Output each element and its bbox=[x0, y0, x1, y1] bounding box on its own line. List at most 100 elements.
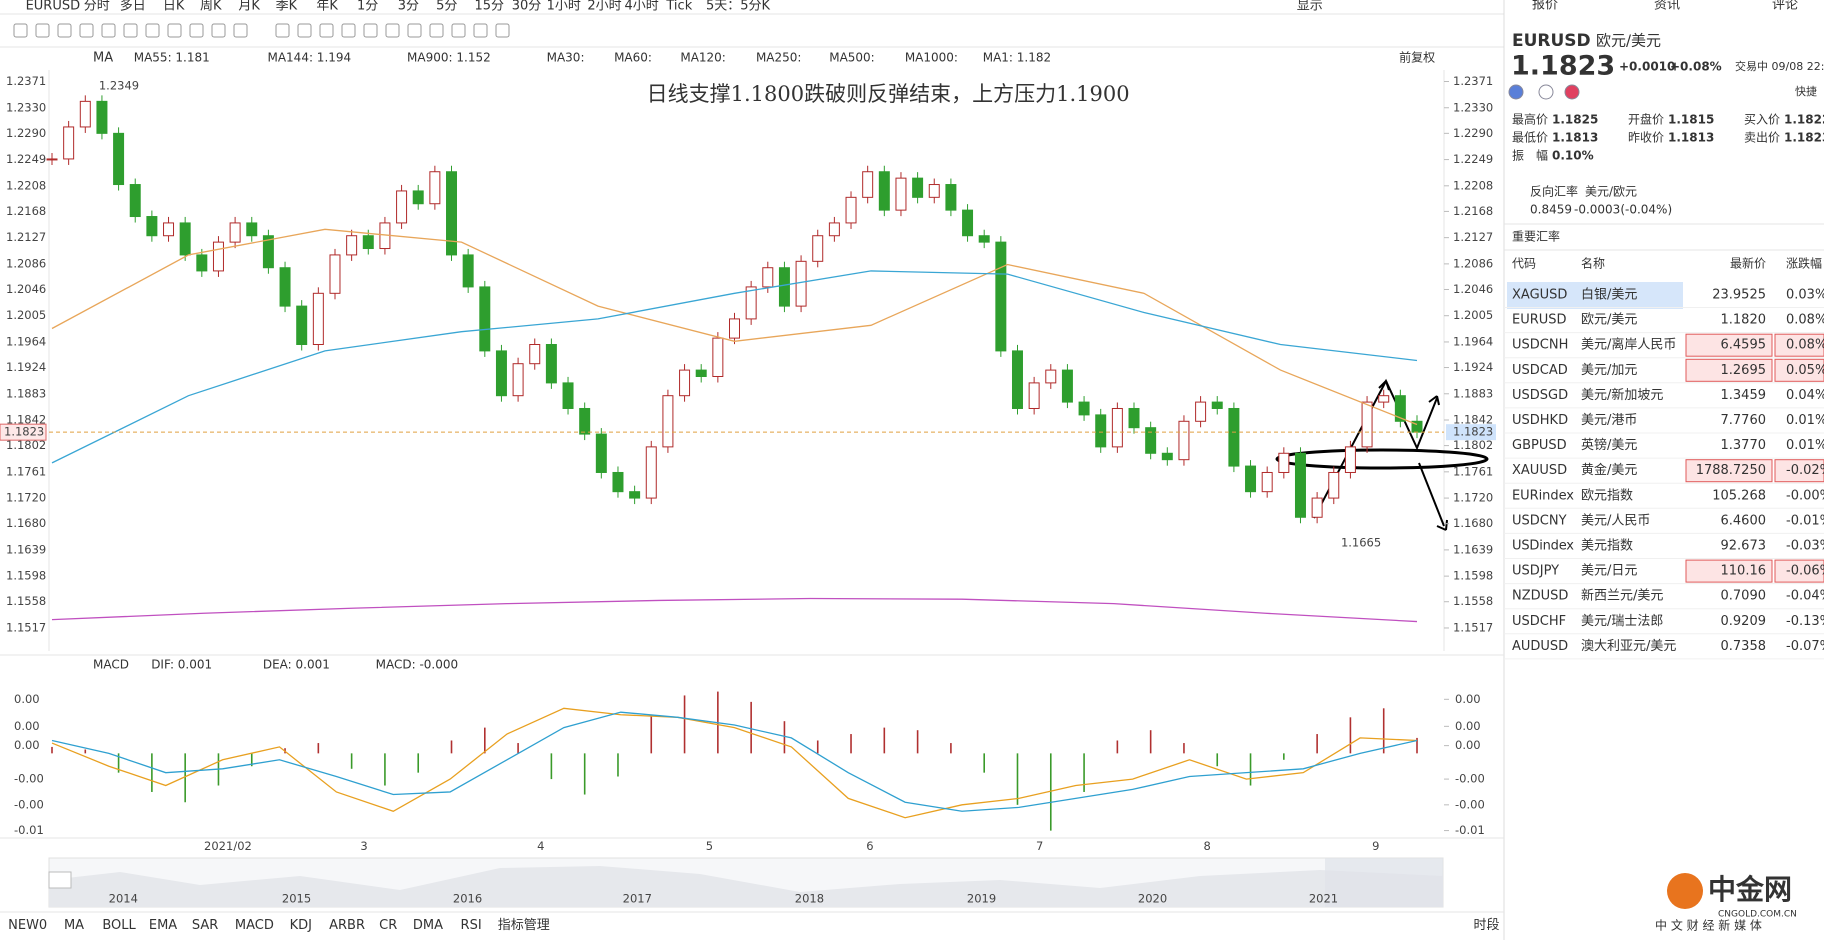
rate-code: USDSGD bbox=[1512, 388, 1568, 403]
tool-icon[interactable] bbox=[297, 23, 312, 38]
navigator-handle[interactable] bbox=[48, 871, 72, 889]
quote-name: 欧元/美元 bbox=[1596, 32, 1661, 50]
panel-tab[interactable]: 评论 bbox=[1772, 0, 1798, 13]
share-icon[interactable] bbox=[1538, 84, 1554, 100]
period-tab[interactable]: EURUSD bbox=[26, 0, 81, 14]
tool-icon[interactable] bbox=[319, 23, 334, 38]
rate-code: EURUSD bbox=[1512, 313, 1567, 328]
period-tab[interactable]: 3分 bbox=[398, 0, 419, 14]
period-tab[interactable]: Tick bbox=[665, 0, 692, 14]
indicator-tab[interactable]: MA bbox=[64, 918, 84, 933]
tool-icon[interactable] bbox=[13, 23, 28, 38]
indicator-tab[interactable]: NEW0 bbox=[8, 918, 47, 933]
stat-label: 最高价 bbox=[1512, 112, 1548, 127]
candle bbox=[1211, 401, 1223, 409]
stat-value: 1.1822 bbox=[1784, 113, 1824, 127]
y-tick-label: 1.1517 bbox=[6, 620, 46, 634]
rate-price: 1.3770 bbox=[1721, 438, 1767, 453]
selected-row bbox=[1507, 282, 1683, 309]
tool-icon[interactable] bbox=[473, 23, 488, 38]
x-tick-label: 4 bbox=[537, 839, 544, 853]
indicator-tab[interactable]: BOLL bbox=[102, 918, 136, 933]
period-tab[interactable]: 月K bbox=[238, 0, 260, 14]
tool-icon[interactable] bbox=[495, 23, 510, 38]
tool-icon[interactable] bbox=[79, 23, 94, 38]
panel-tab[interactable]: 资讯 bbox=[1654, 0, 1680, 13]
ma-legend-item: MA120: bbox=[680, 51, 726, 65]
candle bbox=[1378, 395, 1390, 403]
tool-icon[interactable] bbox=[407, 23, 422, 38]
tool-icon[interactable] bbox=[101, 23, 116, 38]
y-tick-label: 1.2168 bbox=[6, 204, 46, 218]
candle bbox=[1294, 452, 1306, 518]
y-tick-label: 1.2005 bbox=[6, 308, 46, 322]
rate-change: 0.03% bbox=[1786, 288, 1824, 303]
rate-code: XAGUSD bbox=[1512, 288, 1567, 303]
period-tab[interactable]: 4小时 bbox=[625, 0, 659, 14]
rate-name: 英镑/美元 bbox=[1581, 437, 1637, 453]
period-tab[interactable]: 年K bbox=[316, 0, 338, 14]
share-icon[interactable] bbox=[1564, 84, 1580, 100]
candle bbox=[296, 305, 308, 346]
panel-tab[interactable]: 报价 bbox=[1532, 0, 1558, 13]
tool-icon[interactable] bbox=[211, 23, 226, 38]
indicator-tab[interactable]: CR bbox=[379, 918, 397, 933]
period-tab[interactable]: 5分 bbox=[436, 0, 457, 14]
tool-icon[interactable] bbox=[363, 23, 378, 38]
adjust-button[interactable]: 前复权 bbox=[1399, 50, 1435, 65]
indicator-tab[interactable]: DMA bbox=[413, 918, 443, 933]
indicator-tab[interactable]: KDJ bbox=[290, 918, 312, 933]
y-tick-label: 1.1598 bbox=[6, 569, 46, 583]
ma-legend-item: MA250: bbox=[756, 51, 802, 65]
indicator-tab[interactable]: MACD bbox=[235, 918, 274, 933]
x-tick-label: 9 bbox=[1372, 839, 1379, 853]
tool-icon[interactable] bbox=[429, 23, 444, 38]
period-tab[interactable]: 多日 bbox=[120, 0, 146, 14]
tool-icon[interactable] bbox=[123, 23, 138, 38]
candle bbox=[396, 190, 408, 224]
period-tab[interactable]: 日K bbox=[163, 0, 185, 14]
session-button[interactable]: 时段 bbox=[1474, 918, 1500, 933]
tool-icon[interactable] bbox=[451, 23, 466, 38]
indicator-manage[interactable]: 指标管理 bbox=[498, 918, 550, 933]
share-icon[interactable] bbox=[1508, 84, 1524, 100]
candle bbox=[1195, 401, 1207, 422]
period-tab[interactable]: 季K bbox=[276, 0, 298, 14]
tool-icon[interactable] bbox=[341, 23, 356, 38]
macd-tick-label-right: 0.00 bbox=[1455, 719, 1481, 733]
period-tab[interactable]: 2小时 bbox=[587, 0, 621, 14]
alert-button[interactable]: 快捷 bbox=[1795, 84, 1817, 98]
period-tab[interactable]: 分时 bbox=[84, 0, 110, 14]
year-label: 2020 bbox=[1138, 891, 1167, 905]
tool-icon[interactable] bbox=[167, 23, 182, 38]
display-menu[interactable]: 显示 bbox=[1297, 0, 1323, 14]
tool-icon[interactable] bbox=[233, 23, 248, 38]
macd-tick-label-right: 0.00 bbox=[1455, 738, 1481, 752]
tool-icon[interactable] bbox=[275, 23, 290, 38]
candle bbox=[1011, 350, 1023, 409]
period-tab[interactable]: 1小时 bbox=[547, 0, 581, 14]
tool-icon[interactable] bbox=[385, 23, 400, 38]
navigator-window[interactable] bbox=[1325, 858, 1443, 907]
rate-name: 澳大利亚元/美元 bbox=[1581, 638, 1676, 654]
indicator-tab[interactable]: EMA bbox=[149, 918, 177, 933]
ma-legend-item: MA500: bbox=[829, 51, 875, 65]
candle bbox=[662, 395, 674, 448]
tool-icon[interactable] bbox=[189, 23, 204, 38]
rate-price: 1.1820 bbox=[1721, 313, 1767, 328]
reverse-pair: 美元/欧元 bbox=[1585, 185, 1637, 199]
stat-label: 卖出价 bbox=[1744, 131, 1780, 145]
indicator-tab[interactable]: ARBR bbox=[329, 918, 365, 933]
candle bbox=[895, 177, 907, 211]
period-tab[interactable]: 1分 bbox=[357, 0, 378, 14]
period-tab[interactable]: 周K bbox=[200, 0, 222, 14]
tool-icon[interactable] bbox=[35, 23, 50, 38]
indicator-tab[interactable]: SAR bbox=[192, 918, 218, 933]
period-tab[interactable]: 30分 bbox=[512, 0, 542, 14]
indicator-tab[interactable]: RSI bbox=[461, 918, 482, 933]
tool-icon[interactable] bbox=[145, 23, 160, 38]
period-tab[interactable]: 15分 bbox=[475, 0, 505, 14]
period-tab[interactable]: 5天：5分K bbox=[706, 0, 771, 14]
tool-icon[interactable] bbox=[57, 23, 72, 38]
quote-change: +0.0010 bbox=[1619, 60, 1675, 74]
